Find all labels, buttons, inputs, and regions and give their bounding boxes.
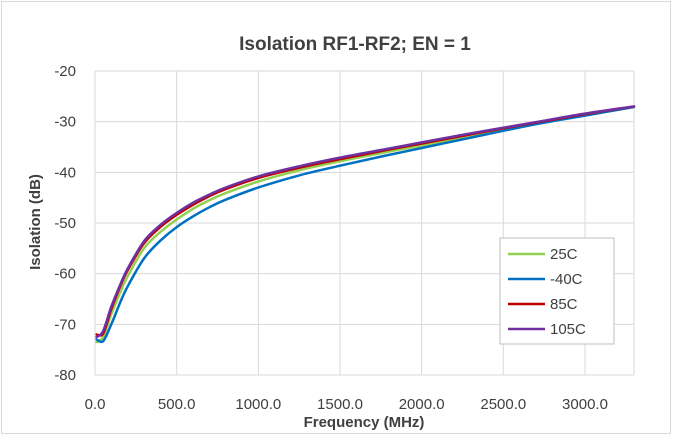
y-tick-label: -30 <box>54 114 76 131</box>
x-tick-label: 500.0 <box>158 396 196 413</box>
x-tick-labels: 0.0 500.0 1000.0 1500.0 2000.0 2500.0 3000.0 <box>85 396 608 413</box>
y-tick-label: -70 <box>54 316 76 333</box>
legend-label: -40C <box>550 271 583 288</box>
series-line--40C <box>95 105 636 344</box>
legend-label: 105C <box>550 321 586 338</box>
x-tick-label: 0.0 <box>85 396 106 413</box>
x-tick-label: 3000.0 <box>562 396 608 413</box>
plot-lines <box>95 105 636 344</box>
y-axis-label: Isolation (dB) <box>27 174 44 270</box>
y-tick-label: -80 <box>54 367 76 384</box>
x-axis-label: Frequency (MHz) <box>304 414 425 431</box>
y-tick-label: -60 <box>54 266 76 283</box>
y-tick-label: -20 <box>54 63 76 80</box>
legend-box <box>499 237 615 345</box>
y-tick-label: -50 <box>54 215 76 232</box>
chart-title: Isolation RF1-RF2; EN = 1 <box>239 34 471 55</box>
x-tick-label: 2500.0 <box>480 396 526 413</box>
y-tick-labels: -20 -30 -40 -50 -60 -70 -80 <box>54 63 76 384</box>
legend-label: 25C <box>550 246 578 263</box>
x-tick-label: 1500.0 <box>317 396 363 413</box>
x-tick-label: 2000.0 <box>399 396 445 413</box>
x-tick-label: 1000.0 <box>235 396 281 413</box>
y-tick-label: -40 <box>54 164 76 181</box>
legend: 25C -40C 85C 105C <box>499 237 615 345</box>
series-line-105C <box>95 105 636 339</box>
legend-label: 85C <box>550 296 578 313</box>
